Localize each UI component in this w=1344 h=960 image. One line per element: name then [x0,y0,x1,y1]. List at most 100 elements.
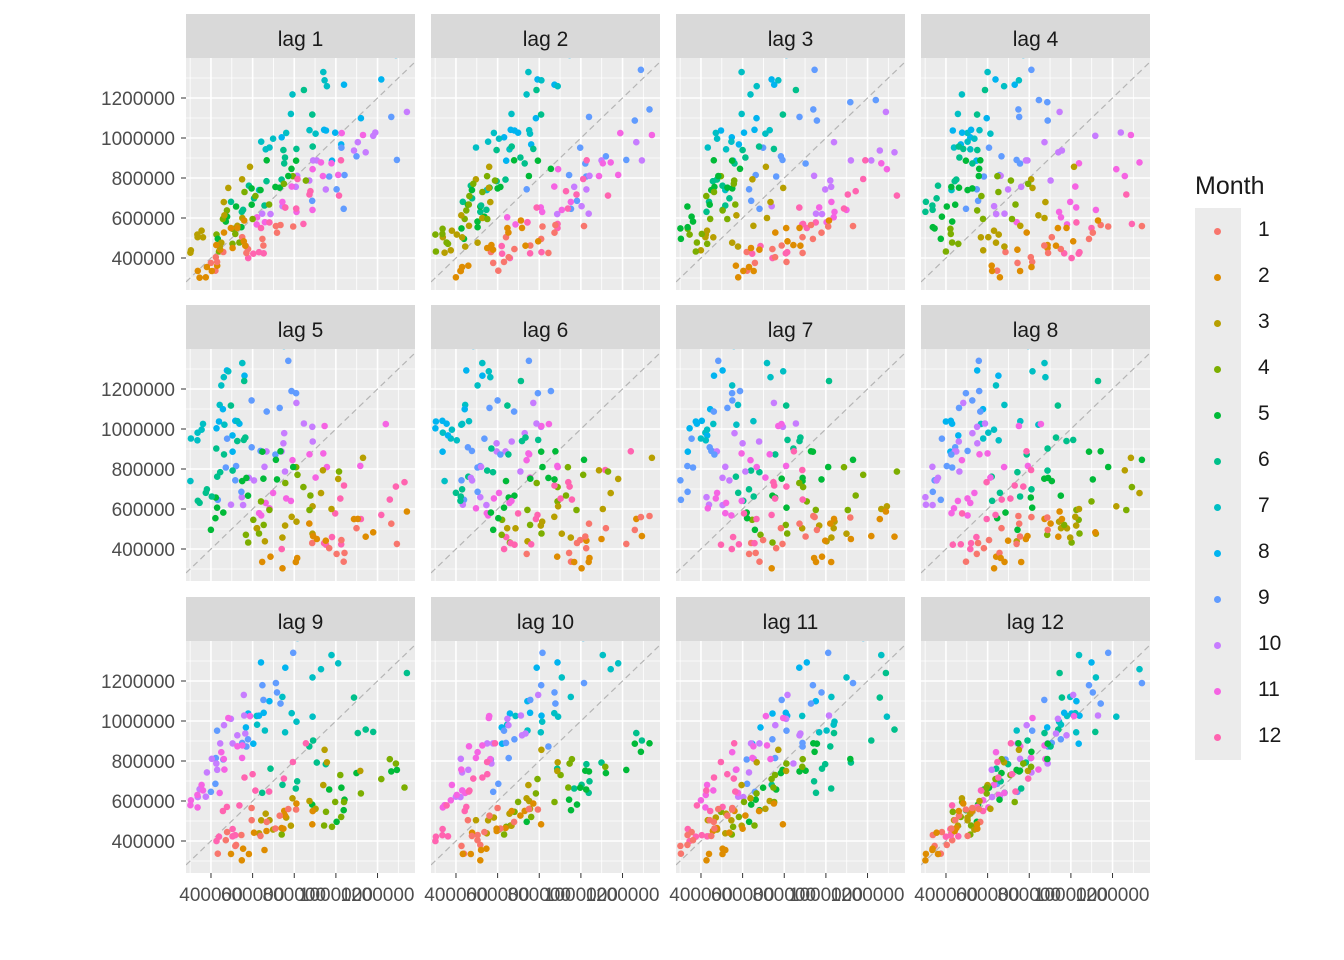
data-point [331,798,339,806]
data-point [474,223,481,231]
data-point [1063,437,1070,445]
data-point [458,477,465,484]
data-point [250,740,257,747]
data-point [1013,540,1020,548]
data-point [234,224,241,232]
data-point [403,108,411,116]
data-point [747,91,754,98]
data-point [732,201,739,208]
data-point [487,198,494,206]
data-point [979,435,987,442]
data-point [293,718,300,725]
data-point [537,729,545,736]
data-point [992,239,1000,246]
data-point [772,229,779,236]
data-point [293,778,301,785]
data-point [719,207,726,214]
data-point [1175,476,1182,483]
data-point [677,225,684,232]
data-point [260,242,267,249]
data-point [1001,789,1008,797]
data-point [579,175,587,183]
data-point [238,831,245,839]
data-point [208,267,216,275]
data-point [545,420,553,428]
data-point [750,222,757,230]
data-point [481,435,488,443]
data-point [949,541,957,548]
data-point [229,825,236,833]
data-point [547,387,555,395]
data-point [751,126,758,134]
data-point [465,766,472,774]
data-point [272,451,279,458]
data-point [369,728,377,736]
data-point [523,91,530,98]
data-point [474,831,481,839]
data-point [951,816,959,824]
data-point [279,565,286,572]
data-point [448,426,456,434]
data-point [441,249,448,256]
data-point [255,712,263,719]
data-point [1014,259,1021,267]
data-point [439,448,446,456]
data-point [554,503,562,510]
data-point [1060,709,1068,717]
data-point [958,456,966,464]
data-point [586,778,593,785]
data-point [710,787,717,794]
data-point [847,514,854,521]
data-point [747,795,754,802]
data-point [1041,242,1048,249]
data-point [259,235,266,243]
data-point [269,135,277,142]
data-point [785,58,788,59]
data-point [495,489,503,497]
data-point [196,274,203,282]
data-point [823,727,830,734]
data-point [995,231,1002,238]
data-point [796,113,803,121]
data-point [249,215,256,223]
data-point [868,737,875,744]
data-point [995,372,1002,380]
strip [431,14,660,58]
data-point [703,227,711,234]
data-point [287,110,295,118]
data-point [504,715,511,723]
data-point [1041,696,1048,704]
data-point [250,829,258,836]
data-point [229,244,236,252]
data-point [229,740,236,747]
data-point [876,694,884,701]
data-point [929,223,937,231]
data-point [1016,267,1024,275]
data-point [567,534,575,541]
data-point [319,172,327,180]
data-point [948,509,955,517]
data-point [322,537,330,544]
data-point [1094,712,1102,719]
data-point [821,537,829,544]
data-point [576,536,584,544]
data-point [1042,373,1049,381]
data-point [293,518,300,525]
data-point [985,233,992,241]
data-point [743,756,750,763]
data-point [248,816,255,824]
data-point [289,456,296,464]
data-point [1047,520,1054,527]
panel-background [676,349,905,581]
data-point [229,467,236,474]
data-point [715,357,722,365]
data-point [981,420,989,427]
data-point [507,126,514,134]
data-point [728,382,736,389]
x-tick-label: 800000 [508,885,571,906]
data-point [955,240,962,248]
data-point [328,823,336,831]
data-point [783,504,790,512]
data-point [234,743,241,750]
